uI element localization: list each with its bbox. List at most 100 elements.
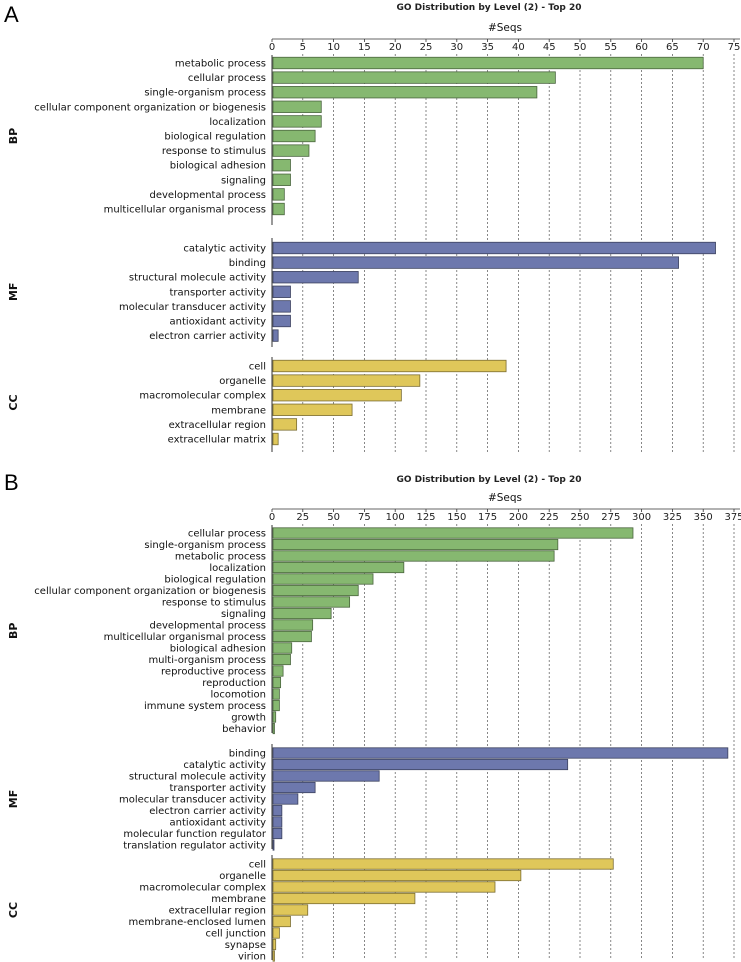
bar (272, 793, 299, 805)
group-label-bp: BP (7, 623, 20, 639)
x-tick-label: 55 (604, 42, 617, 53)
category-label: translation regulator activity (123, 841, 266, 852)
x-tick-label: 325 (663, 512, 682, 523)
bar (272, 827, 283, 840)
bar (272, 665, 284, 677)
group-label-cc: CC (7, 394, 20, 410)
x-tick-label: 50 (574, 42, 587, 53)
bar (272, 300, 291, 313)
category-label: extracellular region (169, 420, 266, 431)
category-label: multicellular organismal process (104, 205, 266, 216)
category-label: developmental process (150, 190, 266, 201)
x-tick-label: 75 (728, 42, 741, 53)
category-label: molecular transducer activity (119, 302, 266, 313)
category-label: behavior (222, 724, 267, 735)
category-label: virion (238, 952, 266, 962)
group-label-mf: MF (7, 790, 20, 808)
category-label: electron carrier activity (149, 331, 266, 342)
category-label: single-organism process (144, 540, 266, 551)
category-label: catalytic activity (183, 760, 266, 771)
category-label: synapse (225, 940, 266, 951)
x-tick-label: 250 (570, 512, 589, 523)
x-tick-label: 200 (509, 512, 528, 523)
x-tick-label: 0 (269, 42, 275, 53)
x-tick-label: 25 (296, 512, 309, 523)
bar (272, 271, 359, 284)
category-label: organelle (219, 376, 266, 387)
category-label: signaling (221, 175, 266, 186)
category-label: response to stimulus (162, 146, 266, 157)
category-label: structural molecule activity (129, 772, 266, 783)
bar (272, 241, 716, 255)
category-label: membrane-enclosed lumen (129, 917, 266, 928)
category-label: catalytic activity (183, 244, 266, 255)
category-label: structural molecule activity (129, 273, 266, 284)
category-label: molecular function regulator (123, 829, 267, 840)
bar (272, 285, 291, 298)
x-tick-label: 25 (420, 42, 433, 53)
group-label-bp: BP (7, 128, 20, 144)
category-label: macromolecular complex (139, 883, 266, 894)
category-label: membrane (211, 405, 266, 416)
x-tick-label: 40 (512, 42, 525, 53)
bar (272, 839, 275, 851)
category-label: binding (229, 749, 266, 760)
x-tick-label: 30 (450, 42, 463, 53)
bar (272, 573, 374, 585)
x-tick-label: 375 (724, 512, 741, 523)
bar (272, 804, 283, 817)
bar (272, 858, 614, 870)
x-axis-label: #Seqs (488, 22, 522, 34)
bar (272, 202, 285, 216)
category-label: transporter activity (169, 287, 266, 298)
bar (272, 129, 316, 143)
chart-title: GO Distribution by Level (2) - Top 20 (396, 3, 581, 13)
category-label: cellular component organization or bioge… (34, 102, 266, 113)
x-tick-label: 10 (327, 42, 340, 53)
bar (272, 527, 634, 539)
bar (272, 915, 291, 928)
x-tick-label: 225 (540, 512, 559, 523)
category-label: immune system process (144, 701, 266, 712)
category-label: membrane (211, 894, 266, 905)
bar (272, 314, 291, 328)
x-tick-label: 5 (300, 42, 306, 53)
bar (272, 653, 291, 666)
x-tick-label: 15 (358, 42, 371, 53)
bar (272, 770, 380, 782)
bar (272, 747, 729, 759)
chart-title: GO Distribution by Level (2) - Top 20 (396, 475, 581, 485)
bar (272, 159, 291, 172)
category-label: response to stimulus (162, 598, 266, 609)
category-label: biological adhesion (170, 161, 266, 172)
bar (272, 881, 496, 893)
bar (272, 56, 704, 70)
category-label: antioxidant activity (170, 818, 267, 829)
bar (272, 584, 359, 597)
x-tick-label: 20 (389, 42, 402, 53)
category-label: cellular process (188, 529, 266, 540)
bar (272, 904, 309, 916)
bar (272, 642, 293, 654)
group-label-mf: MF (7, 283, 20, 301)
bar (272, 550, 555, 562)
category-label: biological regulation (164, 132, 266, 143)
category-label: electron carrier activity (149, 806, 266, 817)
x-tick-label: 60 (635, 42, 648, 53)
x-tick-label: 70 (697, 42, 710, 53)
category-label: extracellular region (169, 906, 266, 917)
bar (272, 173, 291, 186)
bar (272, 688, 280, 700)
category-label: molecular transducer activity (119, 795, 266, 806)
x-tick-label: 275 (601, 512, 620, 523)
category-label: locomotion (210, 690, 266, 701)
bar (272, 144, 310, 157)
category-label: cell junction (206, 929, 267, 940)
x-tick-label: 300 (632, 512, 651, 523)
category-label: growth (231, 713, 266, 724)
x-tick-label: 125 (416, 512, 435, 523)
category-label: cell (249, 362, 266, 373)
category-label: single-organism process (144, 88, 266, 99)
bar (272, 630, 312, 643)
